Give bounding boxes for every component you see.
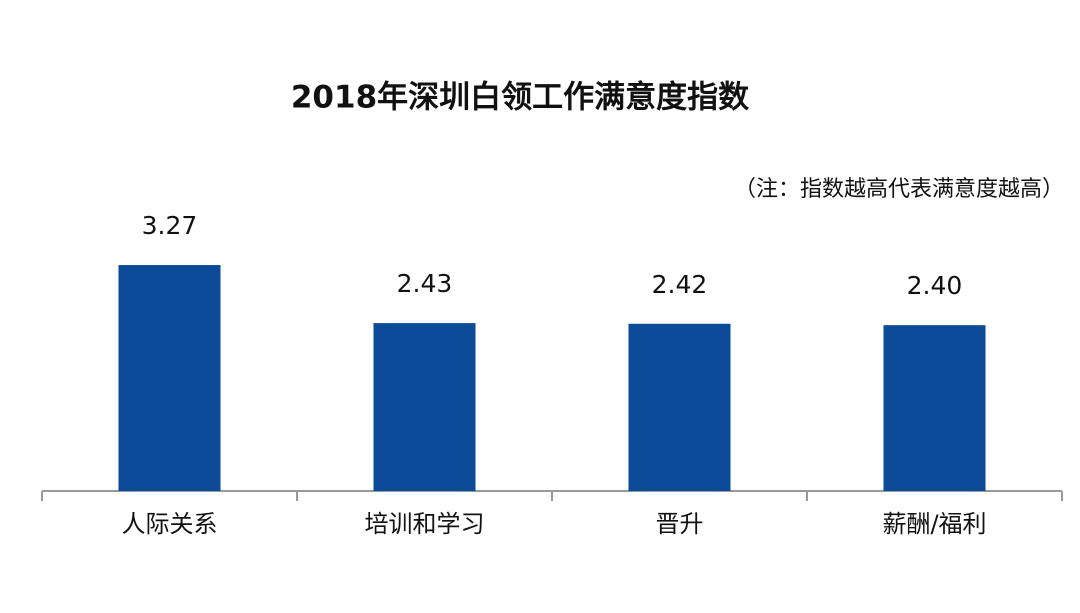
bar [118,265,221,491]
x-tick-label: 薪酬/福利 [882,510,986,538]
bar [373,323,476,491]
x-tick-label: 培训和学习 [365,510,485,538]
x-tick-label: 人际关系 [122,510,218,538]
value-label: 2.42 [652,270,708,299]
chart-title: 2018年深圳白领工作满意度指数 [291,80,749,116]
value-label: 2.43 [397,269,453,298]
value-label: 2.40 [907,271,963,300]
x-tick-label: 晋升 [656,510,704,538]
bar [628,323,731,491]
bar [883,325,986,491]
annotation: （注：指数越高代表满意度越高） [734,177,1064,202]
value-label: 3.27 [142,211,198,240]
